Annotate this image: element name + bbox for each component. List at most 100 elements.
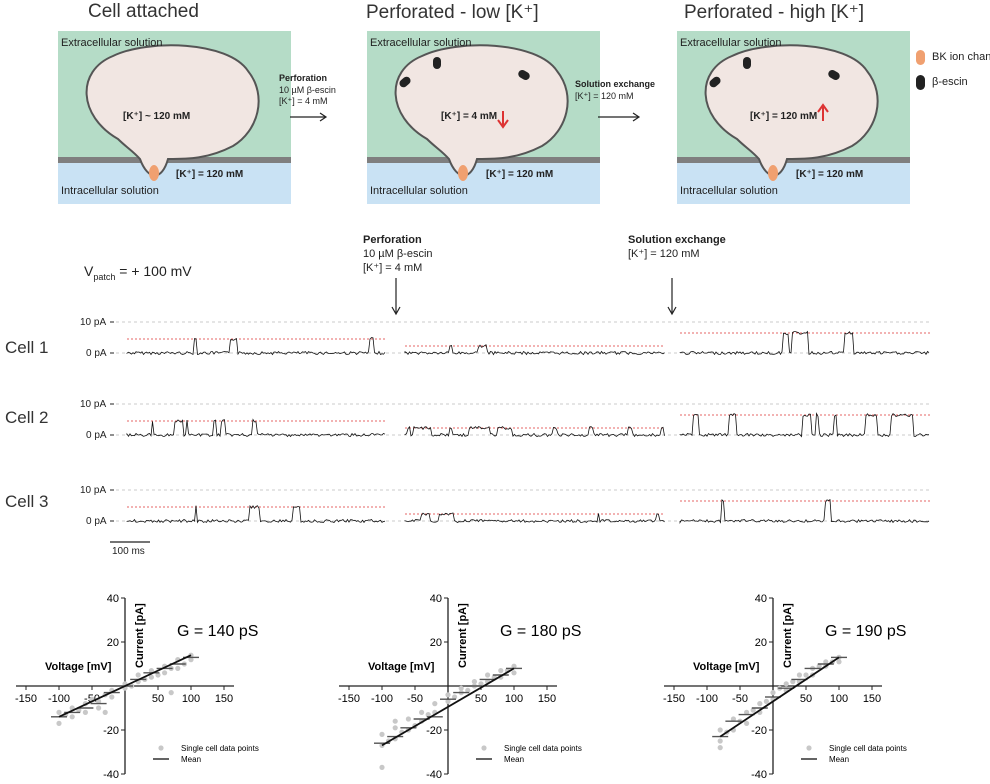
current-trace <box>126 337 386 356</box>
data-point <box>816 663 822 669</box>
data-point <box>471 679 477 685</box>
outer-conc-2: [K⁺] = 120 mM <box>486 169 554 180</box>
data-point <box>744 709 750 715</box>
iv-chart-3: -150 -100 -50 50 100 150 40 20 -20 -40 Voltage [mV… <box>663 593 907 781</box>
cell3-bottom-tick: 0 pA <box>86 516 107 527</box>
data-point <box>836 659 842 665</box>
data-point <box>717 738 723 744</box>
panel-1 <box>58 31 291 204</box>
escin-icon <box>828 70 840 80</box>
data-point <box>379 731 385 737</box>
trace-graphics <box>110 278 930 543</box>
x-tick-label: -50 <box>732 693 748 705</box>
y-tick-label: -40 <box>426 769 442 781</box>
chart-title: G = 190 pS <box>825 623 906 640</box>
arrow-icon <box>598 112 641 122</box>
arrow1-title: Perforation <box>279 73 328 83</box>
cell1-bottom-tick: 0 pA <box>86 348 107 359</box>
y-tick-label: -20 <box>103 725 119 737</box>
x-tick-label: -50 <box>407 693 423 705</box>
x-tick-label: 100 <box>182 693 200 705</box>
data-point <box>465 687 471 693</box>
data-point <box>744 720 750 726</box>
y-tick-label: 40 <box>755 593 767 605</box>
x-axis-label: Voltage [mV] <box>45 661 112 673</box>
escin-icon <box>709 76 721 88</box>
cell-body <box>85 44 260 177</box>
x-tick-label: -150 <box>15 693 37 705</box>
x-tick-label: 150 <box>863 693 881 705</box>
legend-points-label: Single cell data points <box>504 744 582 753</box>
perforation-line2: [K⁺] = 4 mM <box>363 262 423 274</box>
x-tick-label: -150 <box>663 693 685 705</box>
data-point <box>511 670 517 676</box>
x-tick-label: -100 <box>696 693 718 705</box>
panel-2 <box>367 31 600 204</box>
data-point <box>148 674 154 680</box>
current-trace <box>404 425 665 438</box>
fit-line <box>719 656 840 738</box>
data-point <box>405 716 411 722</box>
legend-point-icon <box>481 745 487 751</box>
data-point <box>796 672 803 678</box>
data-point <box>452 694 458 700</box>
x-tick-label: 50 <box>152 693 164 705</box>
data-point <box>135 672 141 678</box>
legend-points-label: Single cell data points <box>829 744 907 753</box>
data-point <box>763 698 770 704</box>
y-axis-label: Current [pA] <box>457 603 469 668</box>
y-axis-label: Current [pA] <box>134 603 146 668</box>
outer-conc-1: [K⁺] = 120 mM <box>176 169 244 180</box>
membrane-patch <box>58 157 291 163</box>
cell3-top-tick: 10 pA <box>80 485 107 496</box>
cell-label-1: Cell 1 <box>5 338 49 357</box>
exchange-title: Solution exchange <box>628 234 726 246</box>
x-tick-label: 100 <box>830 693 848 705</box>
data-point <box>511 663 517 669</box>
legend-escin-label: β-escin <box>932 76 968 88</box>
panel-title-3: Perforated - high [K⁺] <box>684 2 865 23</box>
panel-title-2: Perforated - low [K⁺] <box>366 2 539 23</box>
extra-label-1: Extracellular solution <box>61 37 163 49</box>
x-tick-label: 150 <box>215 693 233 705</box>
intra-label-1: Intracellular solution <box>61 185 159 197</box>
x-tick-label: -100 <box>48 693 70 705</box>
legend-mean-label: Mean <box>829 755 849 764</box>
data-point <box>770 690 776 696</box>
data-point <box>162 670 168 676</box>
x-tick-label: 150 <box>538 693 556 705</box>
perforation-arrow-icon <box>391 278 401 316</box>
current-trace <box>679 499 930 524</box>
data-point <box>392 725 398 731</box>
data-point <box>823 659 829 665</box>
cell2-bottom-tick: 0 pA <box>86 430 107 441</box>
intra-label-3: Intracellular solution <box>680 185 778 197</box>
escin-icon <box>433 57 441 69</box>
chart-title: G = 180 pS <box>500 623 581 640</box>
escin-icon <box>743 57 751 69</box>
data-point <box>730 716 737 722</box>
arrow1-line2: [K⁺] = 4 mM <box>279 96 328 106</box>
panel-title-1: Cell attached <box>88 1 199 22</box>
iv-chart-2: -150 -100 -50 50 100 150 40 20 -20 -40 Voltage [mV… <box>338 593 582 781</box>
current-trace <box>679 412 930 438</box>
data-point <box>757 701 763 707</box>
data-point <box>175 665 181 671</box>
legend-mean-label: Mean <box>181 755 201 764</box>
data-point <box>69 714 75 720</box>
x-tick-label: -100 <box>371 693 393 705</box>
legend-point-icon <box>158 745 164 751</box>
arrow1-line1: 10 µM β-escin <box>279 85 336 95</box>
data-point <box>485 672 491 678</box>
chart-title: G = 140 pS <box>177 623 258 640</box>
data-point <box>458 685 464 691</box>
data-point <box>96 698 102 704</box>
arrow-icon <box>290 112 328 122</box>
current-trace <box>404 344 665 356</box>
y-tick-label: 40 <box>430 593 442 605</box>
legend-point-icon <box>806 745 812 751</box>
y-tick-label: -20 <box>751 725 767 737</box>
current-trace <box>126 504 386 524</box>
bk-channel-icon <box>768 165 778 181</box>
current-trace <box>404 512 665 524</box>
